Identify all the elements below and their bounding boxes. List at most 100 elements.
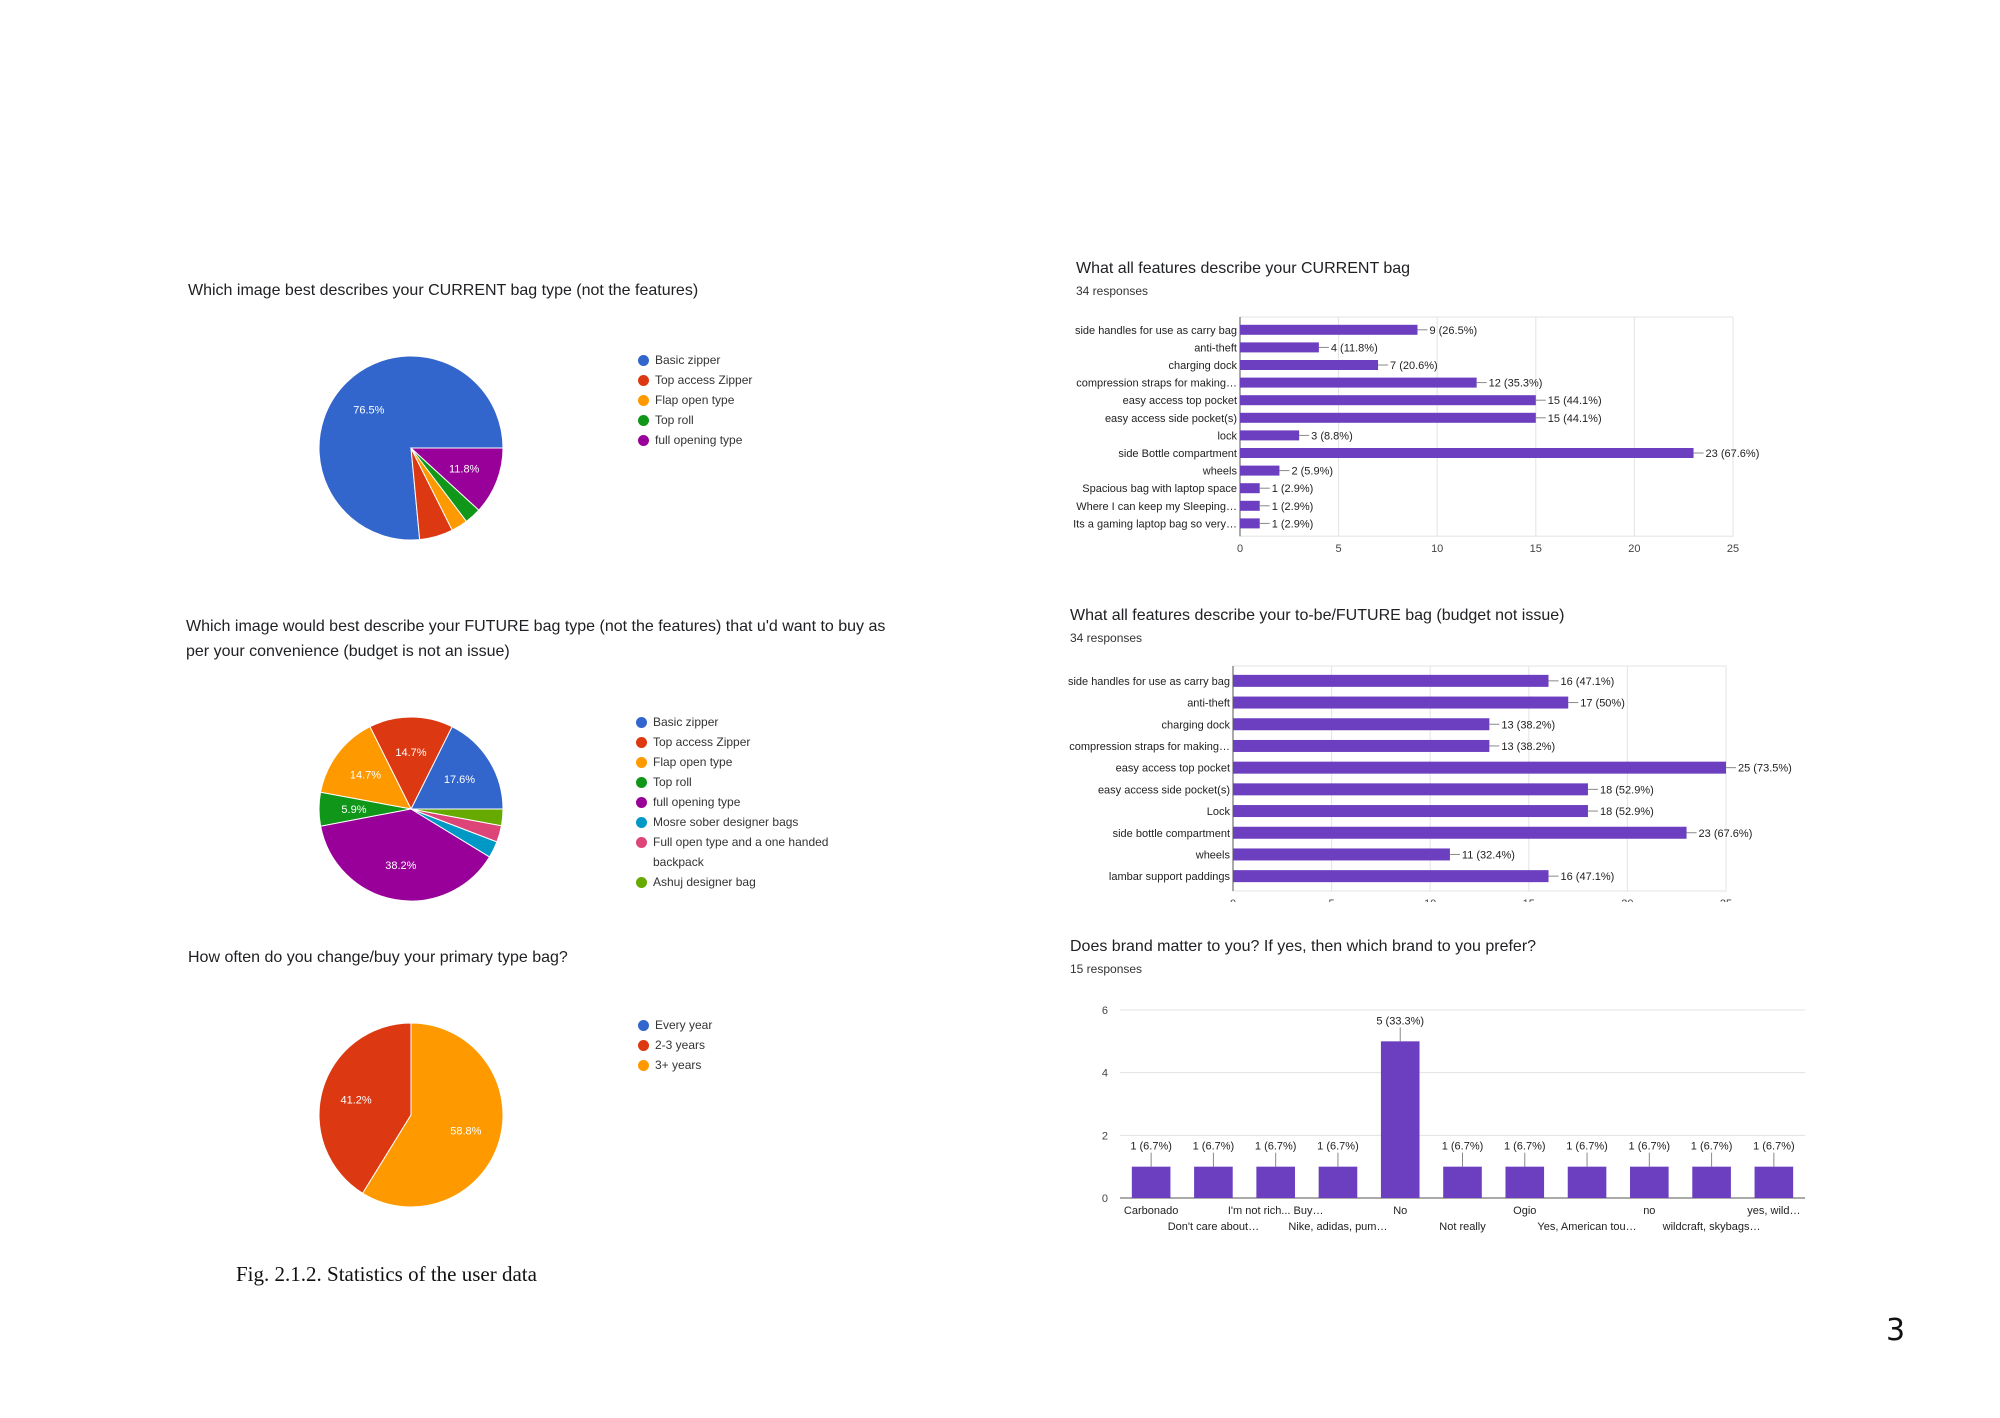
bar-charging-dock: [1233, 718, 1490, 731]
legend-swatch: [638, 1040, 649, 1051]
x-tick-label: 15: [1523, 898, 1535, 902]
category-label: easy access side pocket(s): [1105, 413, 1237, 425]
x-tick-label: 10: [1424, 898, 1436, 902]
chart-subtitle-future-features: 34 responses: [1070, 631, 1143, 645]
legend-swatch: [638, 1020, 649, 1031]
legend-item-ashuj-designer-bag: Ashuj designer bag: [636, 872, 876, 892]
legend-item-top-access-zipper: Top access Zipper: [636, 732, 876, 752]
legend-swatch: [636, 797, 647, 808]
bar-easy-access-side-pocket-s: [1233, 783, 1588, 796]
x-tick-label: 25: [1720, 898, 1732, 902]
value-label: 17 (50%): [1580, 698, 1625, 710]
pie-slice-top-access-zipper: [369, 716, 453, 811]
pie-slice-basic-zipper: [410, 726, 504, 810]
chart-subtitle-brand: 15 responses: [1070, 962, 1143, 976]
bar-charging-dock: [1240, 360, 1379, 370]
value-label: 13 (38.2%): [1501, 719, 1555, 731]
bar-nike-adidas-pum: [1318, 1166, 1358, 1198]
legend-label: Top access Zipper: [655, 373, 753, 387]
x-tick-label: 5: [1336, 543, 1342, 555]
value-label: 11 (32.4%): [1462, 849, 1515, 861]
legend-swatch: [636, 757, 647, 768]
legend-current-type: Basic zipper Top access Zipper Flap open t…: [638, 350, 898, 450]
bar-easy-access-top-pocket: [1233, 761, 1726, 774]
value-label: 1 (6.7%): [1442, 1141, 1484, 1153]
category-label: anti-theft: [1194, 342, 1237, 354]
y-tick-label: 6: [1102, 1005, 1108, 1017]
value-label: 23 (67.6%): [1699, 828, 1753, 840]
pie-slice-label-2-3-years: 41.2%: [341, 1094, 372, 1106]
bar-easy-access-side-pocket-s: [1240, 412, 1536, 423]
pie-chart-current-type: 76.5% 11.8%: [318, 355, 504, 541]
value-label: 3 (8.8%): [1311, 430, 1353, 442]
category-label: side bottle compartment: [1113, 828, 1230, 840]
column-chart-brand: 0 2 4 6 1 (6.7%) Carbonado 1 (6.7%) Don't care …: [1102, 1005, 1805, 1233]
value-label: 2 (5.9%): [1291, 466, 1333, 478]
pie-slice-label-flap-open-type: 14.7%: [350, 770, 381, 782]
bar-compression-straps-for-making: [1233, 739, 1490, 752]
x-tick-label: 25: [1727, 543, 1739, 555]
pie-slice-basic-zipper: [318, 355, 504, 541]
value-label: 15 (44.1%): [1548, 395, 1602, 407]
bar-wheels: [1240, 465, 1280, 476]
legend-swatch: [638, 435, 649, 446]
category-label: No: [1393, 1205, 1407, 1217]
category-label: easy access side pocket(s): [1098, 784, 1230, 796]
legend-label: Basic zipper: [653, 715, 719, 729]
value-label: 1 (6.7%): [1566, 1141, 1608, 1153]
value-label: 18 (52.9%): [1600, 806, 1654, 818]
pie-slice-label-basic-zipper: 17.6%: [444, 774, 475, 786]
value-label: 1 (6.7%): [1629, 1141, 1671, 1153]
legend-label: Every year: [655, 1018, 713, 1032]
category-label: Ogio: [1513, 1205, 1536, 1217]
value-label: 16 (47.1%): [1561, 871, 1615, 883]
bar-lambar-support-paddings: [1233, 870, 1549, 883]
legend-item-top-roll: Top roll: [638, 410, 898, 430]
bar-no: [1630, 1166, 1669, 1198]
chart-subtitle-current-features: 34 responses: [1076, 284, 1149, 298]
value-label: 18 (52.9%): [1600, 784, 1654, 796]
legend-swatch: [638, 415, 649, 426]
category-label: Its a gaming laptop bag so very…: [1073, 518, 1237, 530]
bar-anti-theft: [1233, 696, 1569, 709]
legend-swatch: [638, 395, 649, 406]
legend-item-full-open-type-and-a-one-handed-backpack: Full open type and a one handed backpack: [636, 832, 876, 872]
legend-item-flap-open-type: Flap open type: [638, 390, 898, 410]
value-label: 1 (6.7%): [1753, 1141, 1795, 1153]
legend-swatch: [636, 877, 647, 888]
bar-side-bottle-compartment: [1233, 826, 1687, 839]
legend-label: full opening type: [655, 433, 743, 447]
value-label: 5 (33.3%): [1376, 1015, 1424, 1027]
category-label: Don't care about…: [1168, 1221, 1259, 1233]
bar-anti-theft: [1240, 342, 1319, 353]
legend-swatch: [636, 837, 647, 848]
category-label: easy access top pocket: [1123, 395, 1237, 407]
category-label: easy access top pocket: [1116, 763, 1230, 775]
bar-lock: [1240, 430, 1300, 441]
category-label: anti-theft: [1187, 698, 1230, 710]
x-tick-label: 0: [1230, 898, 1236, 902]
category-label: Spacious bag with laptop space: [1082, 483, 1237, 495]
legend-swatch: [636, 717, 647, 728]
category-label: Yes, American tou…: [1537, 1221, 1636, 1233]
legend-label: Top roll: [655, 413, 694, 427]
value-label: 1 (6.7%): [1193, 1141, 1235, 1153]
x-tick-label: 20: [1621, 898, 1633, 902]
legend-item-2-3-years: 2-3 years: [638, 1035, 878, 1055]
value-label: 23 (67.6%): [1706, 448, 1760, 460]
pie-slice-full-opening-type: [409, 447, 504, 511]
category-label: compression straps for making…: [1069, 741, 1230, 753]
bar-lock: [1233, 805, 1588, 818]
legend-label: full opening type: [653, 795, 741, 809]
category-label: wheels: [1195, 849, 1231, 861]
value-label: 1 (6.7%): [1317, 1141, 1359, 1153]
bar-its-a-gaming-laptop-bag-so-very: [1240, 518, 1260, 529]
value-label: 16 (47.1%): [1561, 676, 1615, 688]
pie-slice-full-opening-type: [320, 808, 491, 902]
value-label: 1 (6.7%): [1255, 1141, 1297, 1153]
category-label: charging dock: [1169, 360, 1238, 372]
legend-label: Basic zipper: [655, 353, 721, 367]
value-label: 1 (6.7%): [1504, 1141, 1546, 1153]
bar-where-i-can-keep-my-sleeping: [1240, 500, 1260, 511]
bar-i-m-not-rich-buy: [1256, 1166, 1295, 1198]
